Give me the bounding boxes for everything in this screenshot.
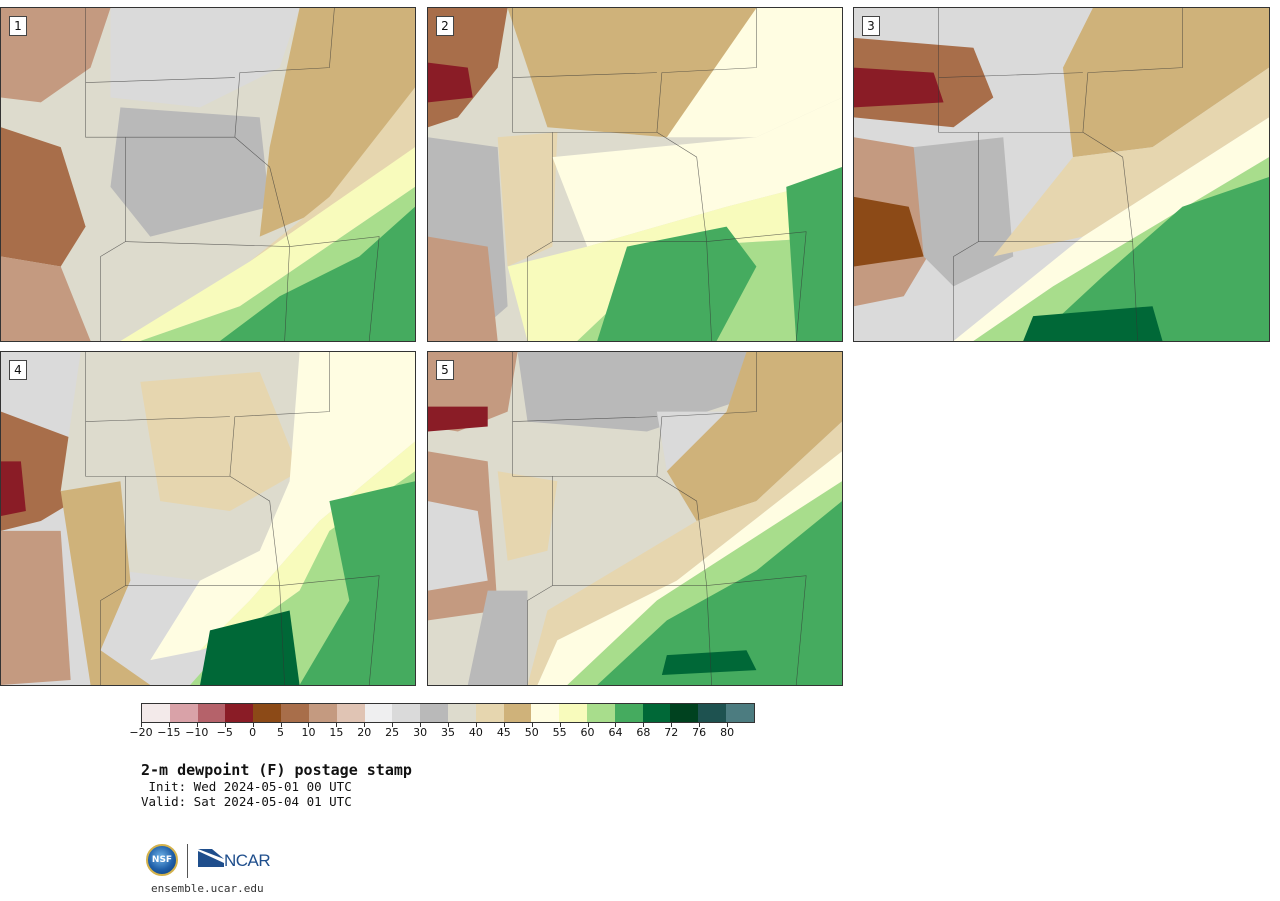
colorbar-tick-label: 15 [329,726,344,739]
dewpoint-map [428,8,842,341]
panel-number: 5 [436,360,454,380]
colorbar-swatch [142,704,170,722]
member-panel-1: 1 [0,7,416,342]
colorbar-tick-mark [643,723,645,727]
colorbar-tick-mark [615,723,617,727]
colorbar-tick-label: 40 [468,726,483,739]
colorbar-swatch [392,704,421,722]
colorbar-tick-mark [280,723,282,727]
colorbar-tick-label: 20 [357,726,372,739]
colorbar-tick-label: 60 [580,726,595,739]
colorbar-swatch [225,704,254,722]
valid-time: Valid: Sat 2024-05-04 01 UTC [141,794,352,809]
colorbar [141,703,755,723]
colorbar-tick-label: −5 [216,726,233,739]
colorbar-swatch [475,704,504,722]
colorbar-tick-label: 64 [608,726,623,739]
colorbar-tick-mark [364,723,366,727]
colorbar-tick-mark [141,723,142,727]
colorbar-ticks: −20 −15 −10 −5 0 5 10 15 20 25 30 35 40 45 50 55 60 64 68 7… [129,726,755,742]
dewpoint-map [428,352,842,685]
init-time: Init: Wed 2024-05-01 00 UTC [141,779,352,794]
colorbar-swatch [420,704,448,722]
member-panel-5: 5 [427,351,843,686]
colorbar-tick-mark [448,723,449,727]
colorbar-swatch [531,704,560,722]
colorbar-swatch [642,704,671,722]
colorbar-tick-label: −10 [185,726,209,739]
ncar-logo-text: NCAR [224,851,271,870]
colorbar-tick-label: 30 [413,726,428,739]
member-panel-4: 4 [0,351,416,686]
colorbar-tick-mark [196,723,198,727]
colorbar-tick-label: 76 [692,726,707,739]
colorbar-tick-mark [531,723,533,727]
colorbar-tick-label: −20 [129,726,153,739]
panel-number: 3 [862,16,880,36]
colorbar-swatch [559,704,587,722]
logo-divider [187,844,188,878]
colorbar-tick-mark [308,723,310,727]
colorbar-tick-mark [224,723,226,727]
panel-number: 2 [436,16,454,36]
logos: NSF NCAR [144,842,284,882]
dewpoint-map [1,352,415,685]
colorbar-swatch [447,704,476,722]
colorbar-tick-label: 35 [441,726,455,739]
dewpoint-map [854,8,1269,341]
colorbar-tick-mark [727,723,729,727]
colorbar-swatch [197,704,226,722]
colorbar-swatch [503,704,532,722]
colorbar-swatch [587,704,615,722]
colorbar-swatch [253,704,282,722]
colorbar-tick-mark [392,723,394,727]
colorbar-tick-mark [587,723,589,727]
panel-number: 4 [9,360,27,380]
colorbar-tick-mark [168,723,170,727]
ncar-mark-icon [198,849,224,867]
colorbar-tick-mark [420,723,422,727]
colorbar-tick-mark [475,723,477,727]
panel-number: 1 [9,16,27,36]
colorbar-tick-mark [671,723,673,727]
colorbar-swatch [281,704,309,722]
colorbar-tick-label: 80 [720,726,735,739]
colorbar-tick-label: 25 [385,726,400,739]
colorbar-swatch [308,704,337,722]
colorbar-swatch [364,704,393,722]
colorbar-tick-label: −15 [157,726,181,739]
colorbar-tick-mark [559,723,561,727]
colorbar-swatch [169,704,198,722]
colorbar-tick-label: 45 [496,726,511,739]
colorbar-tick-label: 50 [524,726,539,739]
colorbar-tick-mark [503,723,505,727]
nsf-logo: NSF [146,844,178,876]
site-url: ensemble.ucar.edu [151,882,264,895]
colorbar-tick-mark [336,723,338,727]
colorbar-tick-label: 55 [552,726,567,739]
colorbar-swatch [726,704,754,722]
colorbar-swatch [670,704,699,722]
page-title: 2-m dewpoint (F) postage stamp [141,761,412,779]
colorbar-swatch [698,704,727,722]
colorbar-swatch [614,704,643,722]
colorbar-swatch [336,704,365,722]
colorbar-tick-label: 10 [301,726,316,739]
colorbar-tick-mark [252,723,254,727]
colorbar-tick-label: 68 [636,726,651,739]
colorbar-tick-label: 0 [249,726,257,739]
colorbar-tick-mark [699,723,701,727]
colorbar-tick-label: 72 [664,726,679,739]
member-panel-2: 2 [427,7,843,342]
colorbar-tick-label: 5 [277,726,285,739]
dewpoint-map [1,8,415,341]
member-panel-3: 3 [853,7,1270,342]
